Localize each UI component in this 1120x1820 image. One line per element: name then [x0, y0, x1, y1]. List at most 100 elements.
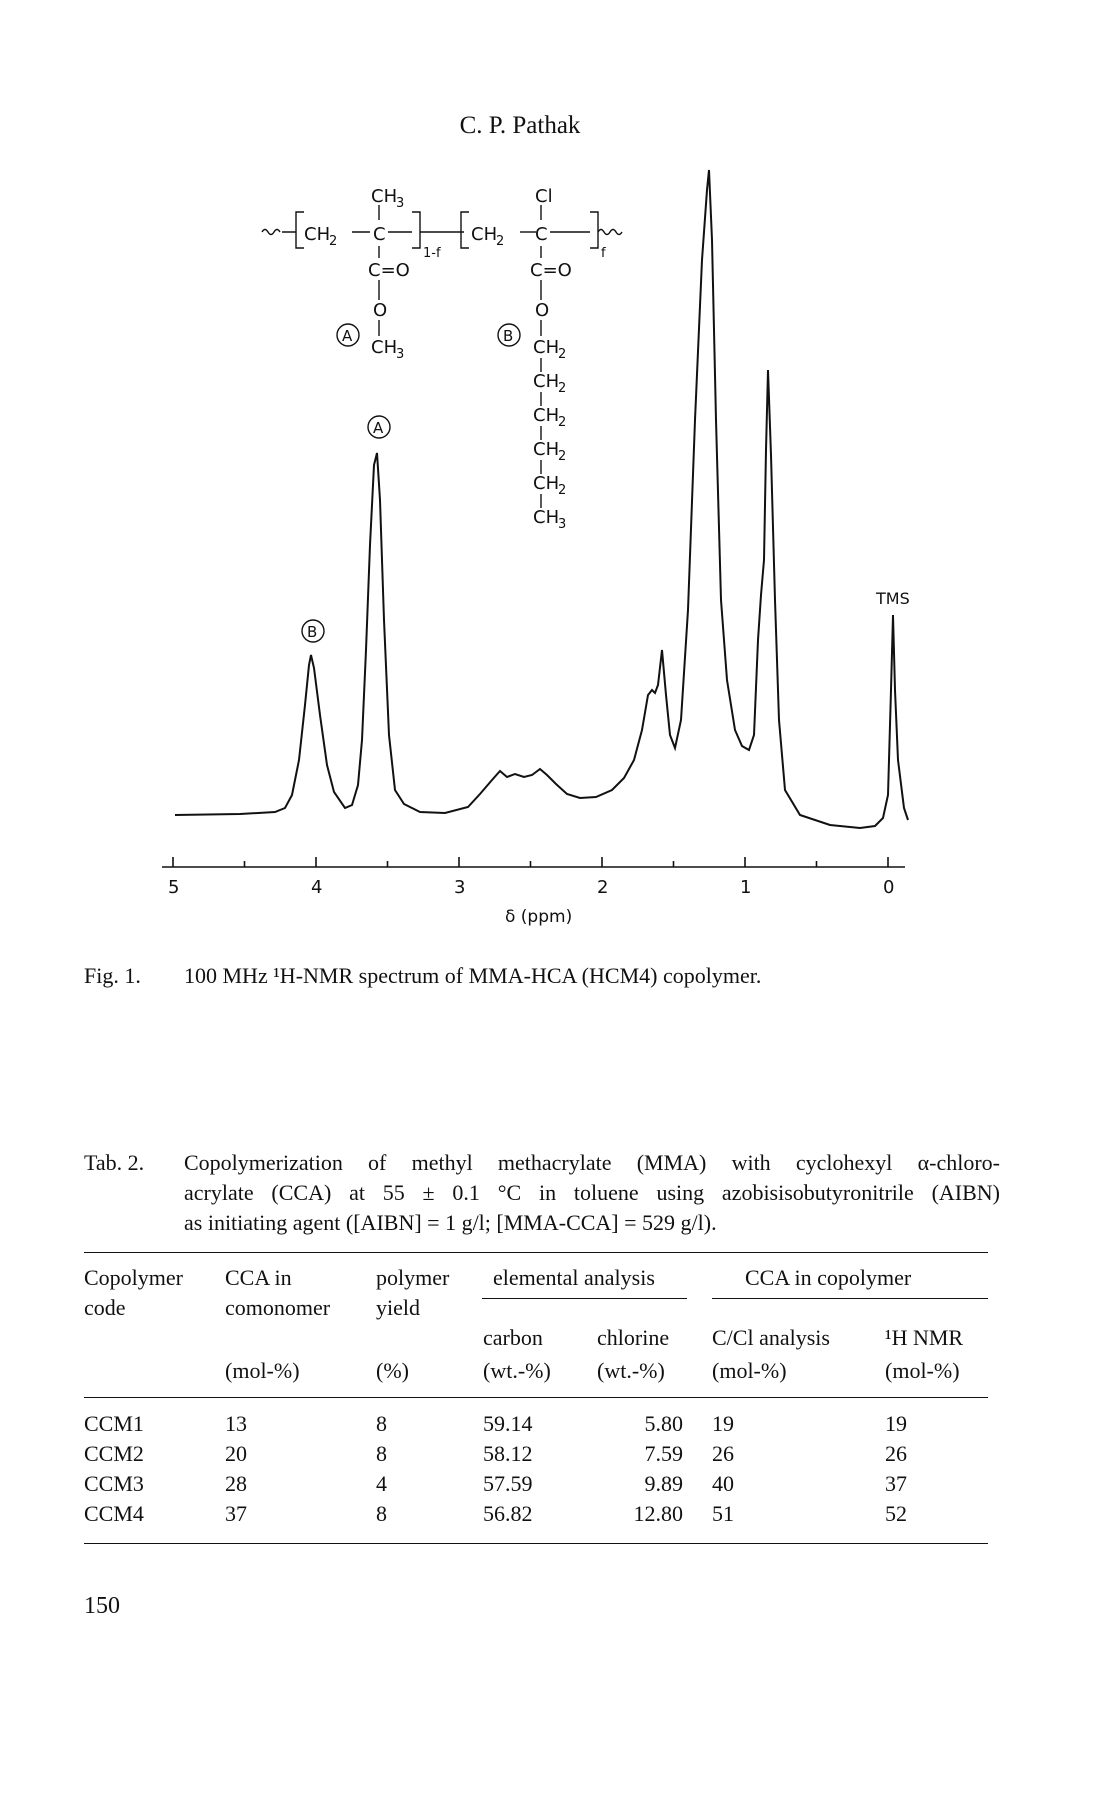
table-caption-number: Tab. 2. — [84, 1150, 145, 1175]
bracket-right-open — [460, 211, 469, 249]
header-polymer: polymer — [376, 1265, 450, 1290]
copolymer-underline — [712, 1298, 988, 1299]
ch2-chain-3: CH — [533, 405, 559, 426]
o-left-label: O — [373, 300, 387, 321]
co-left-label: C=O — [368, 260, 410, 281]
marker-b-label: B — [503, 327, 513, 345]
cell-yield: 8 — [376, 1441, 387, 1466]
wavy-bond-left — [261, 228, 281, 236]
page-number: 150 — [84, 1593, 120, 1619]
header-yield-unit: (%) — [376, 1358, 409, 1383]
ch3-chain-end: CH — [533, 507, 559, 528]
axis-tick-label: 4 — [311, 877, 322, 898]
ch2-chain-3-sub: 2 — [558, 415, 566, 430]
header-comonomer: comonomer — [225, 1295, 331, 1320]
table-caption-line-1: Copolymerization of methyl methacrylate … — [184, 1150, 1000, 1175]
cell-chlorine: 7.59 — [644, 1441, 684, 1466]
ch2-chain-2: CH — [533, 371, 559, 392]
peak-a-circle — [367, 415, 391, 439]
cell-cca-in: 28 — [225, 1471, 247, 1496]
cell-nmr: 26 — [885, 1441, 907, 1466]
cell-carbon: 59.14 — [483, 1411, 533, 1436]
cell-chlorine: 5.80 — [644, 1411, 684, 1436]
marker-b-circle — [497, 323, 521, 347]
peak-a-label: A — [373, 419, 384, 437]
cell-nmr: 52 — [885, 1501, 907, 1526]
axis-tick-labels: 5 4 3 2 1 0 — [168, 877, 894, 898]
c-left-label: C — [373, 224, 386, 245]
co-right-label: C=O — [530, 260, 572, 281]
figure-caption: Fig. 1. 100 MHz ¹H-NMR spectrum of MMA-HC… — [84, 963, 761, 989]
sub-right-label: f — [601, 246, 606, 261]
axis-tick-label: 5 — [168, 877, 179, 898]
cl-label: Cl — [535, 186, 553, 207]
cell-code: CCM2 — [84, 1441, 144, 1466]
header-cca-unit: (mol-%) — [225, 1358, 300, 1383]
ch2-chain-5-sub: 2 — [558, 483, 566, 498]
ch2-chain-4-sub: 2 — [558, 449, 566, 464]
table-top-rule — [84, 1252, 988, 1253]
figure-caption-text: 100 MHz ¹H-NMR spectrum of MMA-HCA (HCM4… — [184, 963, 762, 988]
ch2-left-sub: 2 — [329, 234, 337, 249]
cell-chlorine: 12.80 — [633, 1501, 684, 1526]
ch2-chain-1-sub: 2 — [558, 347, 566, 362]
cell-cca-in: 13 — [225, 1411, 247, 1436]
cell-carbon: 56.82 — [483, 1501, 533, 1526]
axis-label: δ (ppm) — [505, 907, 572, 927]
cell-yield: 8 — [376, 1411, 387, 1436]
axis-tick-label: 3 — [454, 877, 465, 898]
ch2-left-label: CH — [304, 224, 330, 245]
wavy-bond-right — [597, 228, 623, 236]
cell-ccl: 19 — [712, 1411, 734, 1436]
ch3-ester-label: CH — [371, 337, 397, 358]
cell-code: CCM4 — [84, 1501, 144, 1526]
chemical-structure — [261, 205, 623, 508]
cell-ccl: 40 — [712, 1471, 734, 1496]
axis-ticks — [172, 857, 889, 867]
header-cca-in: CCA in — [225, 1265, 292, 1290]
cell-cca-in: 37 — [225, 1501, 247, 1526]
header-nmr: ¹H NMR — [885, 1325, 964, 1350]
ch3-top-label: CH — [371, 186, 397, 207]
table-bottom-rule — [84, 1543, 988, 1544]
nmr-figure: CH 3 Cl CH 2 C 1-f CH 2 C f C=O C=O O O … — [162, 169, 910, 927]
structure-text: CH 3 Cl CH 2 C 1-f CH 2 C f C=O C=O O O … — [304, 186, 606, 532]
axis-tick-label: 2 — [597, 877, 608, 898]
table-caption-line-3: as initiating agent ([AIBN] = 1 g/l; [MM… — [184, 1210, 717, 1235]
header-carbon: carbon — [483, 1325, 543, 1350]
cell-code: CCM3 — [84, 1471, 144, 1496]
ch2-right-sub: 2 — [496, 234, 504, 249]
header-cca-copolymer: CCA in copolymer — [745, 1265, 912, 1290]
bracket-left-close — [412, 211, 421, 249]
header-code: code — [84, 1295, 126, 1320]
header-carbon-unit: (wt.-%) — [483, 1358, 551, 1383]
header-copolymer: Copolymer — [84, 1265, 183, 1290]
o-right-label: O — [535, 300, 549, 321]
cell-ccl: 26 — [712, 1441, 734, 1466]
c-right-label: C — [535, 224, 548, 245]
cell-yield: 8 — [376, 1501, 387, 1526]
ch2-chain-5: CH — [533, 473, 559, 494]
ppm-axis — [162, 857, 905, 868]
peak-b-circle — [301, 619, 325, 643]
header-nmr-unit: (mol-%) — [885, 1358, 960, 1383]
header-ccl: C/Cl analysis — [712, 1325, 830, 1350]
peak-b-label: B — [307, 623, 317, 641]
ch3-top-sub: 3 — [396, 196, 404, 211]
cell-carbon: 58.12 — [483, 1441, 533, 1466]
cell-carbon: 57.59 — [483, 1471, 533, 1496]
ch2-chain-1: CH — [533, 337, 559, 358]
axis-tick-label: 0 — [883, 877, 894, 898]
figure-caption-number: Fig. 1. — [84, 963, 141, 988]
header-ccl-unit: (mol-%) — [712, 1358, 787, 1383]
cell-ccl: 51 — [712, 1501, 734, 1526]
bracket-right-close — [590, 211, 599, 249]
table-header-rule — [84, 1397, 988, 1398]
header-elemental: elemental analysis — [493, 1265, 655, 1290]
ch3-chain-end-sub: 3 — [558, 517, 566, 532]
header-chlorine-unit: (wt.-%) — [597, 1358, 665, 1383]
sub-left-label: 1-f — [423, 246, 441, 261]
table-caption-line-2: acrylate (CCA) at 55 ± 0.1 °C in toluene… — [184, 1180, 1000, 1205]
ch2-chain-2-sub: 2 — [558, 381, 566, 396]
header-chlorine: chlorine — [597, 1325, 670, 1350]
